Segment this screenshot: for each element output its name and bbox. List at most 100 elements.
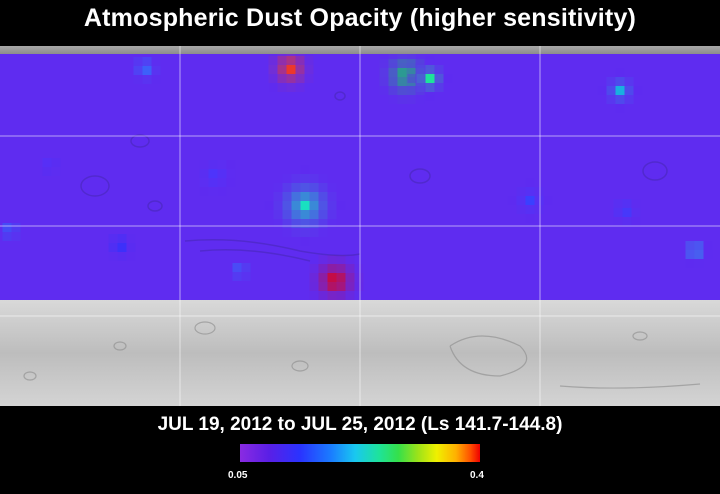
dust-cell [337, 255, 346, 264]
dust-cell [242, 272, 251, 281]
dust-cell [616, 95, 625, 104]
dust-cell [283, 192, 292, 201]
dust-cell [625, 86, 634, 95]
dust-cell [417, 65, 426, 74]
dust-cell [233, 263, 242, 272]
dust-cell [274, 210, 283, 219]
dust-cell [134, 75, 143, 84]
dust-cell [328, 291, 337, 300]
dust-cell [143, 57, 152, 66]
dust-cell [398, 86, 407, 95]
dust-opacity-map [0, 46, 720, 406]
dust-cell [337, 291, 346, 300]
dust-cell [292, 201, 301, 210]
dust-cell [301, 219, 310, 228]
dust-cell [380, 77, 389, 86]
dust-cell [319, 210, 328, 219]
dust-cell [614, 199, 623, 208]
dust-cell [435, 83, 444, 92]
dust-cell [3, 223, 12, 232]
dust-cell [209, 169, 218, 178]
dust-cell [283, 183, 292, 192]
dust-cell [227, 178, 236, 187]
dust-cell [200, 169, 209, 178]
dust-cell [408, 74, 417, 83]
dust-cell [616, 86, 625, 95]
dust-cell [632, 199, 641, 208]
dust-cell [328, 255, 337, 264]
dust-cell [355, 273, 364, 282]
dust-cell [398, 77, 407, 86]
dust-cell [398, 68, 407, 77]
dust-cell [389, 59, 398, 68]
dust-cell [310, 273, 319, 282]
dust-cell [623, 217, 632, 226]
dust-cell [426, 74, 435, 83]
dust-cell [355, 291, 364, 300]
dust-cell [695, 250, 704, 259]
dust-cell [12, 232, 21, 241]
dust-cell [517, 187, 526, 196]
dust-cell [380, 68, 389, 77]
dust-cell [526, 214, 535, 223]
dust-cell [218, 187, 227, 196]
dust-cell [607, 86, 616, 95]
dust-cell [426, 83, 435, 92]
dust-cell [517, 196, 526, 205]
dust-cell [265, 201, 274, 210]
dust-cell [616, 68, 625, 77]
dust-cell [598, 86, 607, 95]
dust-cell [109, 234, 118, 243]
dust-cell [389, 68, 398, 77]
dust-cell [296, 74, 305, 83]
dust-cell [623, 208, 632, 217]
dust-cell [52, 167, 61, 176]
dust-cell [526, 205, 535, 214]
dust-cell [292, 210, 301, 219]
dust-cell [152, 75, 161, 84]
dust-cell [301, 183, 310, 192]
dust-cell [227, 160, 236, 169]
dust-cell [328, 219, 337, 228]
dust-cell [607, 77, 616, 86]
dust-cell [614, 208, 623, 217]
dust-cell [301, 165, 310, 174]
dust-cell [310, 255, 319, 264]
dust-cell [625, 77, 634, 86]
dust-cell [310, 174, 319, 183]
dust-cell [426, 56, 435, 65]
dust-cell [328, 282, 337, 291]
dust-cell [526, 178, 535, 187]
dust-cell [233, 272, 242, 281]
dust-cell [283, 219, 292, 228]
dust-cell [292, 219, 301, 228]
dust-cell [218, 169, 227, 178]
dust-cell [389, 77, 398, 86]
dust-cell [535, 196, 544, 205]
dust-cell [328, 210, 337, 219]
dust-cell [218, 178, 227, 187]
dust-cell [269, 65, 278, 74]
dust-cell [319, 228, 328, 237]
dust-cell [319, 291, 328, 300]
dust-cell [695, 259, 704, 268]
dust-cell [544, 196, 553, 205]
dust-cell [287, 83, 296, 92]
map-canvas [0, 46, 720, 406]
dust-cell [380, 59, 389, 68]
dust-cell [625, 95, 634, 104]
dust-cell [200, 178, 209, 187]
dust-cell [310, 219, 319, 228]
dust-cell [355, 264, 364, 273]
dust-cell [118, 234, 127, 243]
dust-cell [283, 210, 292, 219]
dust-cell [319, 201, 328, 210]
dust-cell [12, 223, 21, 232]
dust-cell [227, 169, 236, 178]
dust-cell [287, 56, 296, 65]
dust-cell [305, 65, 314, 74]
dust-cell [52, 158, 61, 167]
dust-cell [127, 234, 136, 243]
dust-cell [686, 250, 695, 259]
dust-cell [398, 95, 407, 104]
